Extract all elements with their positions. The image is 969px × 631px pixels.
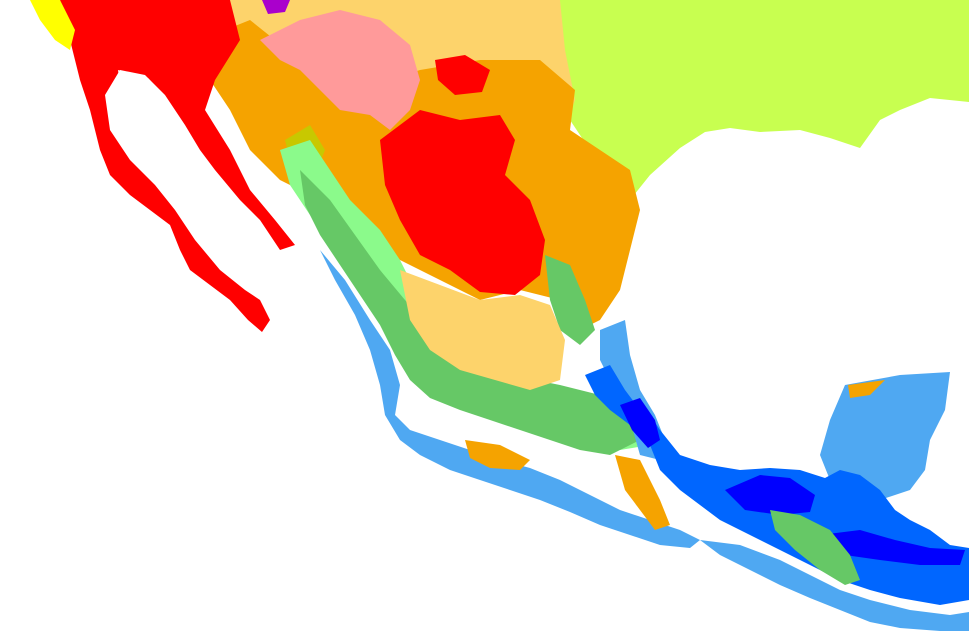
- zone-subtropical-highland-ca: [770, 510, 860, 585]
- zone-tropical-savanna-central-america: [700, 540, 969, 631]
- zone-cold-desert-north: [260, 10, 420, 130]
- zone-humid-subtropical-usa: [560, 0, 969, 200]
- zone-tropical-rainforest-guatemala: [820, 530, 965, 565]
- zone-subtropical-highland-central: [300, 170, 640, 455]
- zone-hot-desert-north-blob: [435, 55, 490, 95]
- zone-hot-semi-arid-balsas: [465, 440, 530, 470]
- zone-cold-semi-arid-plateau: [400, 270, 565, 390]
- zone-hot-desert-chihuahua: [380, 110, 545, 295]
- zone-hot-semi-arid-oaxaca: [615, 455, 670, 530]
- zone-tropical-savanna-pacific: [320, 250, 700, 548]
- gulf-of-california-water: [118, 70, 270, 246]
- zone-tropical-savanna-yucatan: [820, 372, 950, 500]
- zone-mediterranean-nw: [30, 0, 75, 50]
- zone-hot-semi-arid-yucatan-tip: [848, 380, 885, 398]
- zone-tropical-rainforest-chiapas: [725, 475, 815, 515]
- zone-cold-mediterranean-spot: [262, 0, 290, 14]
- zone-tropical-rainforest-tabasco: [620, 398, 660, 448]
- zone-hot-desert-northwest: [60, 0, 295, 332]
